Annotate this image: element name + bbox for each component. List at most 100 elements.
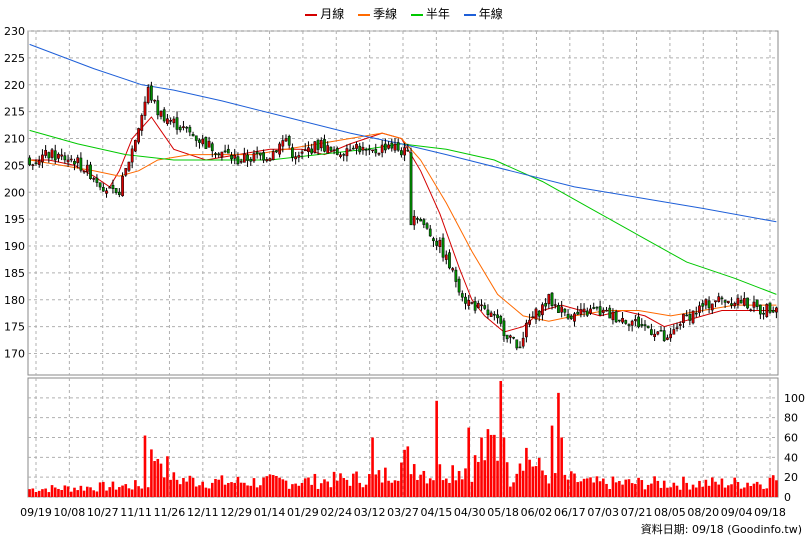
volume-bar	[704, 479, 708, 497]
candle-body	[166, 118, 169, 124]
candle-body	[492, 313, 496, 316]
candle-body	[698, 305, 701, 313]
candle-body	[726, 300, 730, 303]
volume-bar	[214, 478, 217, 497]
volume-bar	[444, 478, 448, 497]
candle-body	[146, 87, 150, 104]
candle-body	[576, 311, 580, 315]
candle-body	[156, 100, 160, 116]
volume-bar	[618, 481, 621, 497]
candle-body	[499, 315, 503, 324]
volume-bar	[134, 480, 137, 497]
candle-body	[82, 170, 86, 173]
candle-body	[121, 175, 124, 197]
candle-body	[720, 297, 724, 300]
candle-body	[432, 238, 435, 242]
candle-body	[403, 147, 406, 156]
candle-body	[707, 300, 711, 309]
volume-bar	[422, 470, 426, 497]
x-tick-label: 09/19	[20, 506, 52, 519]
volume-bar	[496, 460, 499, 497]
volume-bar	[678, 489, 682, 497]
candle-body	[739, 299, 743, 304]
volume-bar	[339, 473, 342, 497]
x-tick-label: 03/27	[387, 506, 419, 519]
candle-body	[557, 305, 560, 313]
volume-tick-label: 20	[784, 471, 798, 484]
candle-body	[438, 239, 442, 247]
volume-bar	[150, 449, 153, 497]
candle-body	[214, 153, 217, 155]
x-tick-label: 08/20	[687, 506, 719, 519]
candle-body	[480, 304, 483, 307]
volume-bar	[675, 485, 679, 497]
candle-body	[736, 297, 740, 305]
candle-body	[220, 151, 224, 158]
candle-body	[140, 115, 144, 131]
candle-body	[714, 300, 717, 303]
candle-body	[178, 126, 182, 131]
volume-bar	[191, 477, 195, 497]
candle-body	[717, 296, 721, 302]
volume-bar	[44, 488, 47, 497]
candle-body	[406, 149, 410, 152]
volume-bar	[550, 425, 554, 497]
volume-bar	[361, 487, 365, 497]
volume-bar	[348, 485, 352, 497]
legend-label-halfyear: 半年	[425, 7, 450, 21]
candle-body	[444, 254, 448, 260]
candle-body	[451, 268, 455, 271]
legend-item-month: 月線	[305, 7, 344, 21]
candle-body	[53, 150, 57, 161]
volume-bar	[694, 487, 698, 497]
volume-bar	[579, 481, 583, 497]
candle-body	[313, 141, 317, 153]
candle-body	[358, 145, 362, 153]
candle-body	[182, 126, 185, 128]
volume-bar	[746, 482, 749, 497]
candle-body	[598, 306, 602, 316]
volume-bar	[236, 476, 240, 497]
volume-bar	[329, 487, 333, 497]
volume-bar	[335, 480, 339, 497]
volume-bar	[259, 485, 262, 497]
candle-body	[201, 138, 205, 145]
volume-bar	[249, 485, 253, 497]
candle-body	[217, 153, 221, 156]
volume-bar	[156, 458, 160, 497]
candle-body	[361, 146, 365, 151]
x-tick-label: 07/03	[587, 506, 619, 519]
volume-bar	[432, 480, 435, 497]
candle-body	[512, 336, 515, 339]
volume-bar	[630, 483, 634, 497]
volume-bar	[499, 380, 503, 497]
volume-bar	[634, 483, 637, 497]
volume-bar	[493, 434, 496, 497]
candle-body	[656, 331, 660, 335]
candle-body	[579, 309, 583, 315]
volume-bar	[114, 489, 118, 497]
volume-bar	[252, 478, 256, 497]
candle-body	[457, 278, 461, 293]
volume-bar	[412, 464, 416, 497]
price-tick-label: 175	[4, 321, 25, 334]
volume-bar	[624, 479, 628, 497]
x-tick-label: 04/15	[421, 506, 453, 519]
candle-body	[323, 139, 326, 152]
candle-body	[303, 149, 307, 152]
volume-bar	[563, 474, 567, 497]
price-tick-label: 170	[4, 348, 25, 361]
candle-body	[428, 228, 432, 237]
candle-body	[547, 294, 551, 305]
candle-body	[374, 149, 378, 154]
candle-body	[476, 303, 480, 309]
candle-body	[640, 324, 644, 326]
price-tick-label: 210	[4, 133, 25, 146]
volume-bar	[210, 482, 214, 497]
candle-body	[210, 143, 214, 152]
candle-body	[239, 161, 243, 163]
candle-body	[662, 330, 666, 341]
candle-body	[169, 120, 172, 122]
volume-bar	[345, 479, 349, 497]
